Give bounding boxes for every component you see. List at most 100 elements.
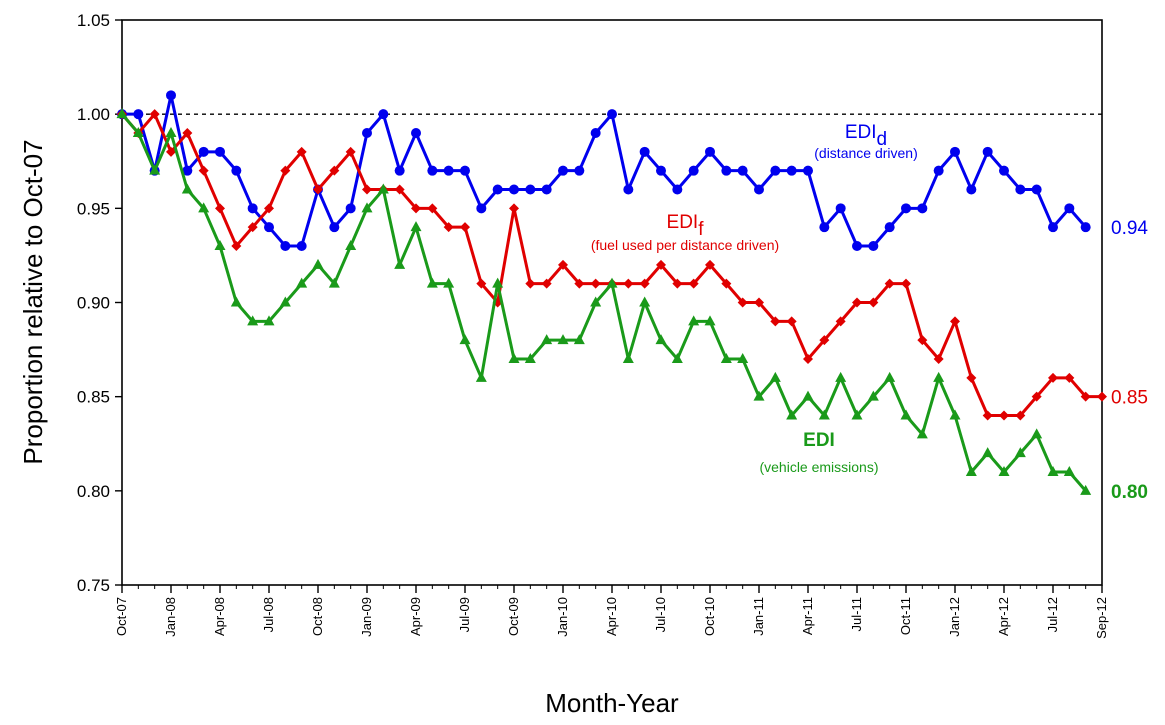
x-tick-label: Jul-11 <box>849 597 864 631</box>
data-point <box>868 241 879 251</box>
data-point <box>215 146 225 157</box>
data-point <box>426 277 438 288</box>
data-point <box>1048 222 1058 233</box>
data-point <box>786 165 797 176</box>
data-point <box>541 184 552 195</box>
data-point <box>819 335 830 346</box>
data-point <box>917 203 928 214</box>
data-point <box>606 277 618 288</box>
data-point <box>770 165 781 176</box>
data-point <box>753 390 765 401</box>
data-point <box>1080 222 1091 233</box>
data-point <box>116 108 128 119</box>
data-point <box>132 127 144 137</box>
x-tick-label: Jan-08 <box>163 597 178 637</box>
series-label-EDId: EDId <box>845 122 887 150</box>
data-point <box>705 259 715 270</box>
data-point <box>345 146 356 157</box>
data-point <box>476 278 487 289</box>
data-point <box>296 146 307 157</box>
data-point <box>721 278 732 289</box>
x-tick-label: Jan-09 <box>359 597 374 637</box>
data-point <box>1015 410 1026 421</box>
data-point <box>231 241 242 251</box>
data-point <box>1080 391 1091 402</box>
y-tick-label: 0.75 <box>77 576 110 595</box>
data-point <box>149 164 161 175</box>
x-tick-label: Apr-09 <box>408 597 423 636</box>
data-point <box>231 165 242 176</box>
data-point <box>362 184 372 195</box>
x-tick-label: Oct-07 <box>114 597 129 636</box>
data-point <box>329 165 340 176</box>
data-point <box>394 258 406 269</box>
data-point <box>525 278 536 289</box>
data-point <box>966 184 977 195</box>
y-tick-label: 1.05 <box>77 11 110 30</box>
data-point <box>524 353 536 363</box>
plot-frame <box>121 19 1103 586</box>
data-point <box>639 296 651 307</box>
data-point <box>835 371 847 382</box>
series-desc-EDId: (distance driven) <box>814 145 918 161</box>
data-point <box>427 203 438 214</box>
data-point <box>214 240 226 250</box>
data-point <box>345 203 356 214</box>
data-point <box>867 390 879 401</box>
data-point <box>509 203 519 214</box>
data-point <box>492 277 504 288</box>
data-point <box>361 202 373 213</box>
data-point <box>198 146 209 157</box>
data-point <box>377 183 389 194</box>
data-point <box>1031 184 1042 195</box>
end-value-EDIf: 0.85 <box>1111 388 1148 409</box>
x-tick-label: Oct-10 <box>702 597 717 636</box>
series-label-EDI: EDI <box>803 430 835 451</box>
data-point <box>590 296 602 307</box>
data-point <box>459 334 471 345</box>
data-point <box>1047 466 1059 476</box>
data-point <box>1064 372 1075 383</box>
data-point <box>1031 428 1043 439</box>
data-point <box>835 203 846 214</box>
y-tick-label: 1.00 <box>77 105 110 124</box>
data-point <box>558 165 568 176</box>
data-point <box>852 241 862 251</box>
data-point <box>623 278 634 289</box>
x-tick-label: Apr-10 <box>604 597 619 636</box>
data-point <box>982 447 994 458</box>
data-point <box>133 109 144 120</box>
x-tick-label: Jan-11 <box>751 597 766 636</box>
x-axis: Oct-07 Jan-08 Apr-08 Jul-08 Oct-08 Jan-09 Apr-… <box>114 585 1109 639</box>
data-point <box>475 371 487 382</box>
data-point <box>916 428 928 439</box>
data-point <box>328 277 340 288</box>
data-point <box>999 165 1009 176</box>
data-point <box>411 128 421 138</box>
data-point <box>1064 203 1075 214</box>
data-point <box>884 371 896 382</box>
data-point <box>901 203 911 214</box>
x-tick-label: Apr-12 <box>996 597 1011 636</box>
series-EDI <box>116 108 1092 495</box>
data-point <box>705 146 715 157</box>
data-point <box>754 184 764 195</box>
data-point <box>950 316 960 327</box>
data-point <box>688 278 699 289</box>
data-point <box>492 184 503 195</box>
data-point <box>149 109 160 120</box>
data-point <box>476 203 487 214</box>
data-point <box>672 278 683 289</box>
data-point <box>509 184 519 195</box>
data-point <box>884 278 895 289</box>
data-point <box>247 203 258 214</box>
series-EDId <box>117 90 1091 251</box>
x-tick-label: Jan-10 <box>555 597 570 637</box>
data-point <box>427 165 438 176</box>
data-point <box>378 109 389 120</box>
data-point <box>656 165 666 176</box>
x-tick-label: Jul-08 <box>261 597 276 632</box>
data-point <box>264 222 274 233</box>
data-point <box>557 334 569 345</box>
data-point <box>558 259 568 270</box>
